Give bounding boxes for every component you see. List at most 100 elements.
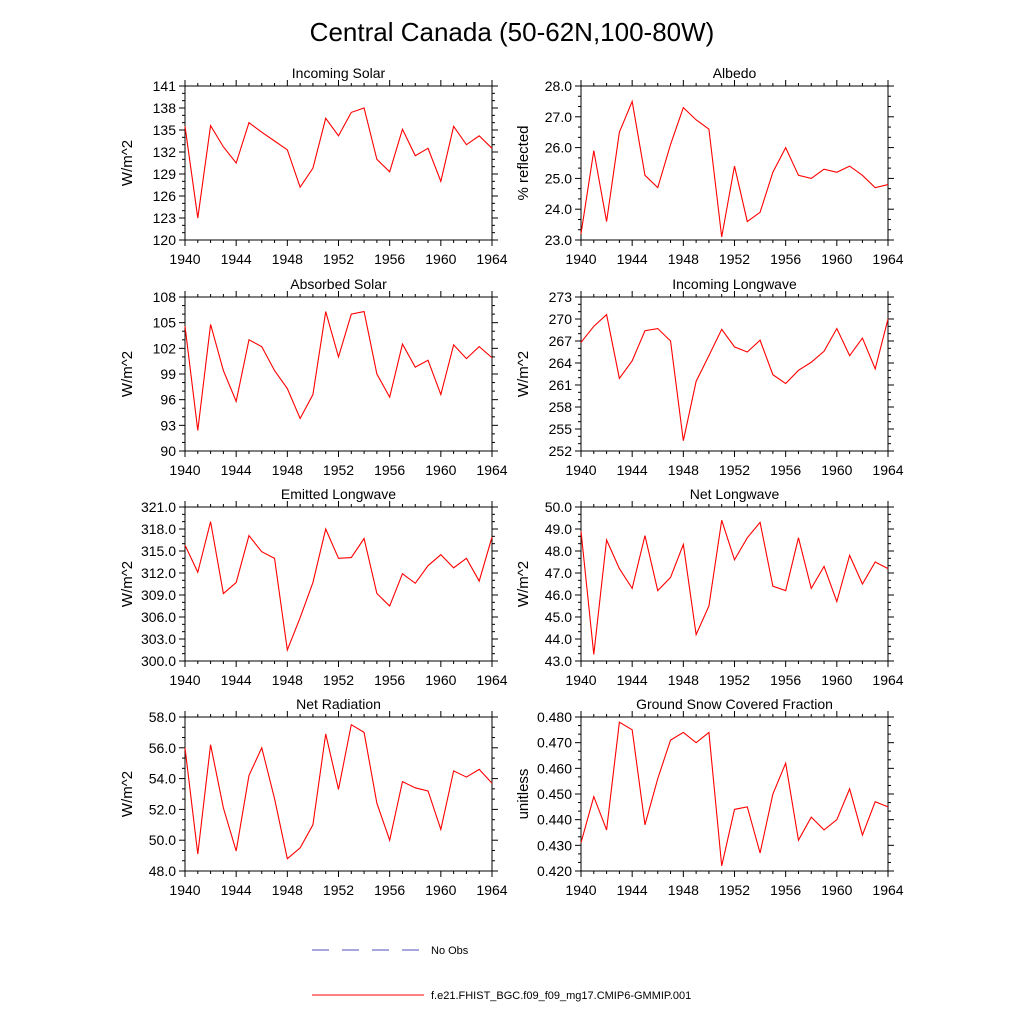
y-axis-label: W/m^2	[119, 351, 136, 397]
y-tick-label: 312.0	[141, 565, 176, 581]
y-tick-label: 44.0	[545, 631, 572, 647]
legend-label-no-obs: No Obs	[431, 945, 469, 957]
x-tick-label: 1964	[476, 882, 507, 898]
panel-incoming-solar: Incoming Solar W/m^2 120 123 126 129 132 135 138…	[119, 65, 508, 267]
y-axis-label: W/m^2	[515, 561, 532, 607]
y-tick-label: 306.0	[141, 609, 176, 625]
y-tick-label: 45.0	[545, 609, 572, 625]
y-tick-label: 321.0	[141, 499, 176, 515]
y-tick-label: 0.480	[537, 709, 572, 725]
x-tick-label: 1960	[425, 462, 456, 478]
x-tick-label: 1956	[770, 672, 801, 688]
y-tick-label: 267	[549, 333, 573, 349]
y-tick-label: 0.440	[537, 812, 572, 828]
x-tick-label: 1952	[719, 672, 750, 688]
x-tick-label: 1956	[374, 462, 405, 478]
legend-label-model: f.e21.FHIST_BGC.f09_f09_mg17.CMIP6-GMMIP…	[431, 990, 691, 1002]
x-tick-label: 1956	[770, 462, 801, 478]
panel-albedo: Albedo % reflected 23.0 24.0 25.0 26.0 27.0 28.…	[515, 65, 904, 267]
panel-incoming-longwave: Incoming Longwave W/m^2 252 255 258 261 264 267…	[515, 276, 904, 478]
y-tick-label: 129	[153, 166, 177, 182]
y-tick-label: 138	[153, 100, 177, 116]
panel-emitted-longwave: Emitted Longwave W/m^2 300.0 303.0 306.0 309.…	[119, 486, 508, 688]
x-tick-label: 1944	[221, 882, 252, 898]
panel-title: Incoming Longwave	[672, 276, 797, 292]
y-tick-label: 48.0	[149, 863, 176, 879]
x-tick-label: 1956	[374, 251, 405, 267]
panel-title: Ground Snow Covered Fraction	[636, 696, 833, 712]
x-tick-label: 1964	[872, 672, 903, 688]
y-tick-label: 25.0	[545, 170, 572, 186]
x-tick-label: 1960	[821, 672, 852, 688]
y-tick-label: 0.430	[537, 837, 572, 853]
y-tick-label: 23.0	[545, 232, 572, 248]
y-tick-label: 99	[160, 366, 176, 382]
x-tick-label: 1952	[719, 251, 750, 267]
x-tick-label: 1964	[476, 462, 507, 478]
x-tick-label: 1952	[323, 251, 354, 267]
y-tick-label: 46.0	[545, 587, 572, 603]
y-tick-label: 48.0	[545, 543, 572, 559]
panel-ground-snow-covered-fraction: Ground Snow Covered Fraction unitless 0.42…	[515, 696, 904, 898]
x-tick-label: 1964	[476, 251, 507, 267]
y-tick-label: 141	[153, 78, 177, 94]
y-tick-label: 0.420	[537, 863, 572, 879]
y-tick-label: 252	[549, 443, 573, 459]
x-tick-label: 1964	[872, 462, 903, 478]
x-tick-label: 1940	[565, 672, 596, 688]
x-tick-label: 1948	[272, 251, 303, 267]
y-tick-label: 120	[153, 232, 177, 248]
x-tick-label: 1940	[169, 462, 200, 478]
y-tick-label: 47.0	[545, 565, 572, 581]
y-tick-label: 315.0	[141, 543, 176, 559]
x-tick-label: 1940	[169, 882, 200, 898]
y-tick-label: 90	[160, 443, 176, 459]
series-line	[184, 310, 493, 431]
y-tick-label: 0.450	[537, 786, 572, 802]
x-tick-label: 1952	[323, 672, 354, 688]
y-tick-label: 126	[153, 188, 177, 204]
y-tick-label: 108	[153, 289, 177, 305]
x-tick-label: 1960	[425, 251, 456, 267]
y-tick-label: 264	[549, 355, 573, 371]
y-tick-label: 56.0	[149, 740, 176, 756]
y-tick-label: 43.0	[545, 653, 572, 669]
y-axis-label: unitless	[515, 769, 532, 820]
panel-title: Emitted Longwave	[281, 486, 396, 502]
plot-frame	[580, 296, 889, 452]
x-tick-label: 1940	[565, 882, 596, 898]
series-line	[184, 107, 493, 219]
x-tick-label: 1944	[617, 672, 648, 688]
plot-frame	[184, 716, 493, 872]
x-tick-label: 1952	[719, 882, 750, 898]
x-tick-label: 1948	[272, 672, 303, 688]
x-tick-label: 1944	[221, 672, 252, 688]
plot-frame	[580, 85, 889, 241]
x-tick-label: 1952	[323, 882, 354, 898]
y-tick-label: 309.0	[141, 587, 176, 603]
x-tick-label: 1948	[668, 882, 699, 898]
y-tick-label: 132	[153, 144, 177, 160]
x-tick-label: 1964	[872, 882, 903, 898]
y-tick-label: 0.470	[537, 735, 572, 751]
y-tick-label: 0.460	[537, 760, 572, 776]
x-tick-label: 1960	[425, 672, 456, 688]
series-line	[580, 99, 889, 238]
x-tick-label: 1948	[668, 672, 699, 688]
x-tick-label: 1944	[221, 251, 252, 267]
panel-net-longwave: Net Longwave W/m^2 43.0 44.0 45.0 46.0 47.0 48.…	[515, 486, 904, 688]
y-tick-label: 258	[549, 399, 573, 415]
y-tick-label: 105	[153, 315, 177, 331]
y-tick-label: 96	[160, 392, 176, 408]
series-line	[580, 721, 889, 866]
x-tick-label: 1964	[872, 251, 903, 267]
y-tick-label: 300.0	[141, 653, 176, 669]
x-tick-label: 1952	[323, 462, 354, 478]
y-tick-label: 58.0	[149, 709, 176, 725]
x-tick-label: 1944	[617, 882, 648, 898]
figure-title: Central Canada (50-62N,100-80W)	[310, 17, 715, 47]
plot-frame	[184, 85, 493, 241]
panels: Incoming Solar W/m^2 120 123 126 129 132 135 138…	[119, 65, 904, 898]
x-tick-label: 1940	[169, 251, 200, 267]
